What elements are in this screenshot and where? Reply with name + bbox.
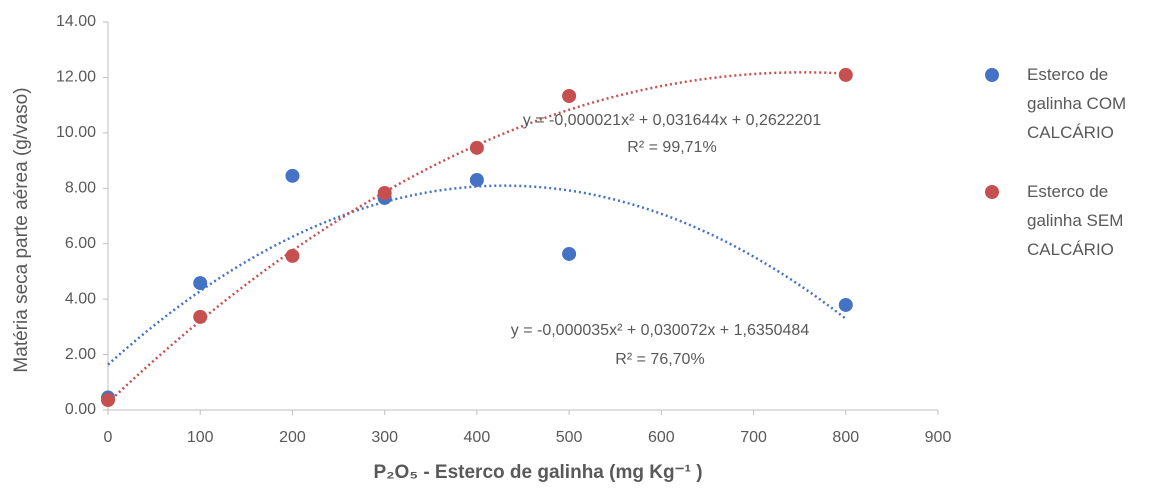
point xyxy=(469,172,484,187)
x-tick-label: 400 xyxy=(464,429,491,446)
x-tick-label: 300 xyxy=(371,429,398,446)
point xyxy=(377,185,392,200)
x-tick-label: 0 xyxy=(104,429,113,446)
point xyxy=(193,276,208,291)
y-tick-label: 4.00 xyxy=(65,290,96,307)
x-tick-label: 600 xyxy=(648,429,675,446)
y-tick-label: 2.00 xyxy=(65,346,96,363)
trendline-r2: R² = 76,70% xyxy=(615,351,704,368)
point xyxy=(562,88,577,103)
y-tick-label: 8.00 xyxy=(65,180,96,197)
point xyxy=(562,246,577,261)
point xyxy=(285,168,300,183)
trendline-equation: y = -0,000021x² + 0,031644x + 0,2622201 xyxy=(523,112,822,129)
y-tick-label: 14.00 xyxy=(56,13,96,30)
x-tick-label: 800 xyxy=(832,429,859,446)
legend-marker xyxy=(985,185,999,199)
x-tick-label: 700 xyxy=(740,429,767,446)
point xyxy=(193,309,208,324)
x-axis-title: P₂O₅ - Esterco de galinha (mg Kg⁻¹ ) xyxy=(373,462,702,483)
y-tick-label: 6.00 xyxy=(65,235,96,252)
point xyxy=(101,393,115,408)
y-axis-title: Matéria seca parte aérea (g/vaso) xyxy=(11,87,32,372)
x-tick-label: 900 xyxy=(925,429,952,446)
legend-label: Esterco de galinha SEM CALCÁRIO xyxy=(1027,182,1124,259)
y-tick-label: 10.00 xyxy=(56,124,96,141)
legend: Esterco de galinha COM CALCÁRIO Esterco d… xyxy=(985,60,1135,294)
x-tick-label: 500 xyxy=(556,429,583,446)
y-tick-label: 0.00 xyxy=(65,401,96,418)
legend-item: Esterco de galinha SEM CALCÁRIO xyxy=(985,177,1137,264)
trendline-r2: R² = 99,71% xyxy=(627,139,716,156)
legend-marker xyxy=(985,68,999,82)
x-tick-label: 200 xyxy=(279,429,306,446)
trendline-equation: y = -0,000035x² + 0,030072x + 1,6350484 xyxy=(511,322,810,339)
x-tick-label: 100 xyxy=(187,429,214,446)
y-tick-label: 12.00 xyxy=(56,69,96,86)
point xyxy=(838,67,853,82)
legend-item: Esterco de galinha COM CALCÁRIO xyxy=(985,60,1137,147)
point xyxy=(285,248,300,263)
legend-label: Esterco de galinha COM CALCÁRIO xyxy=(1027,65,1127,142)
point xyxy=(469,140,484,155)
point xyxy=(838,297,853,312)
